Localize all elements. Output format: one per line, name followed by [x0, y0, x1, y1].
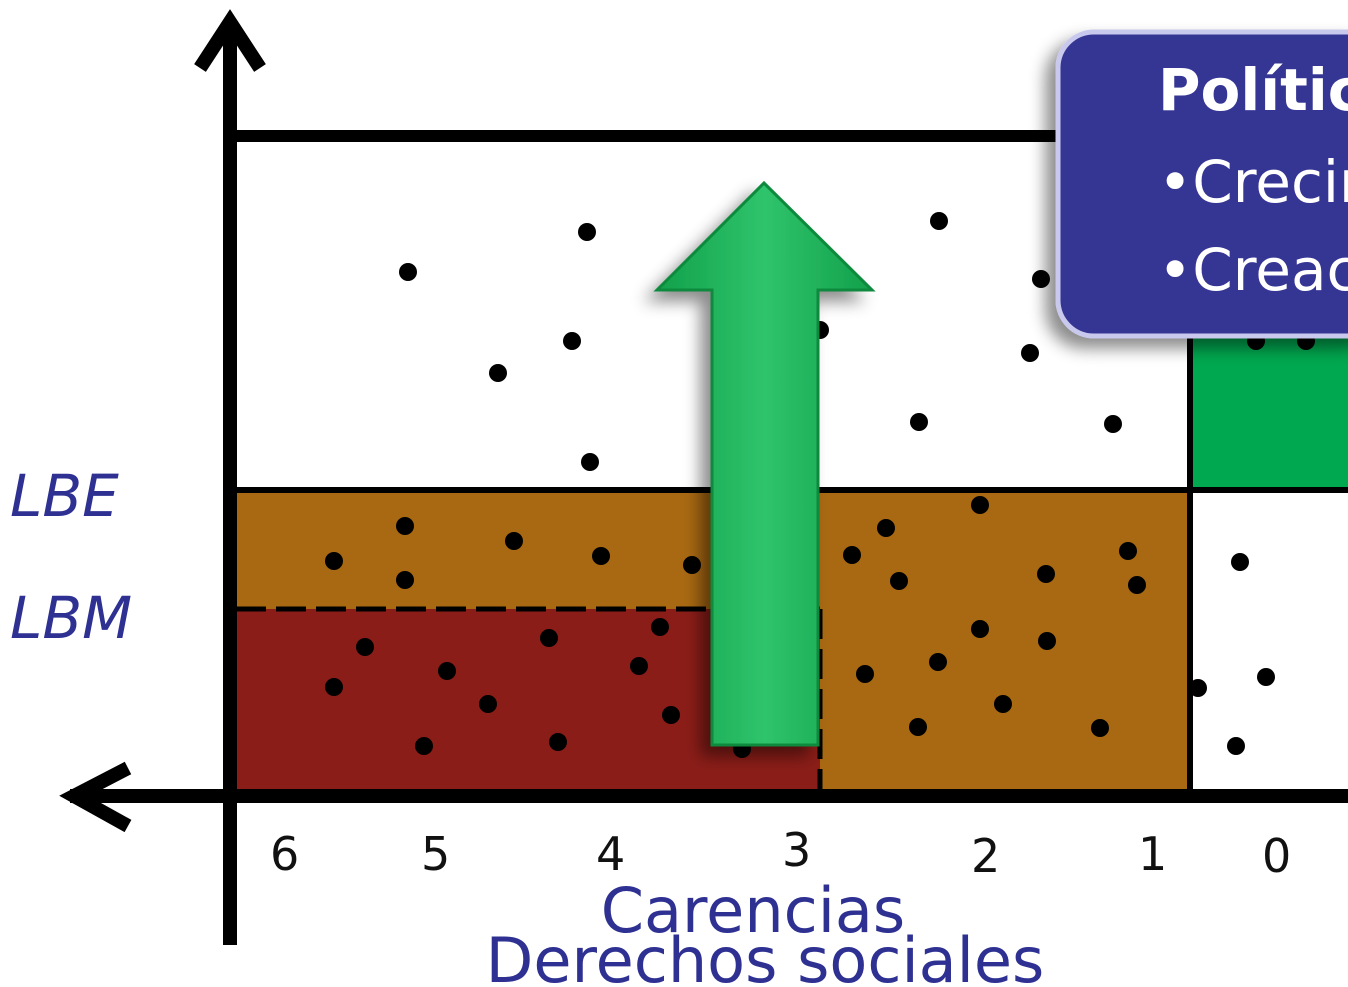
x-tick-label: 5	[421, 827, 450, 881]
up-arrow-icon	[194, 9, 266, 72]
moderate-poverty-region-right	[820, 490, 1190, 790]
callout-title: Polític	[1158, 56, 1348, 124]
x-tick-label: 2	[971, 829, 1000, 883]
x-tick-label: 1	[1138, 827, 1167, 881]
x-tick-label: 0	[1262, 829, 1291, 883]
lbe-label: LBE	[10, 462, 119, 530]
x-tick-labels: 6 5 4 3 2 1 0	[270, 823, 1291, 883]
population-dots	[325, 212, 1315, 758]
lbm-label: LBM	[10, 584, 132, 652]
left-arrow-icon	[59, 761, 132, 833]
callout-box	[1055, 29, 1348, 339]
x-tick-label: 3	[782, 823, 811, 877]
x-tick-label: 4	[596, 827, 625, 881]
x-axis-title-line1: Carencias	[601, 874, 905, 947]
x-tick-label: 6	[270, 827, 299, 881]
policy-callout: Polític •Crecim •Creaci	[1055, 29, 1348, 339]
x-axis-title-line2: Derechos sociales	[486, 924, 1045, 987]
callout-item-2: •Creaci	[1158, 236, 1348, 304]
vulnerable-income-region	[1190, 330, 1348, 490]
callout-item-1: •Crecim	[1158, 148, 1348, 216]
green-up-arrow-icon	[653, 180, 876, 747]
